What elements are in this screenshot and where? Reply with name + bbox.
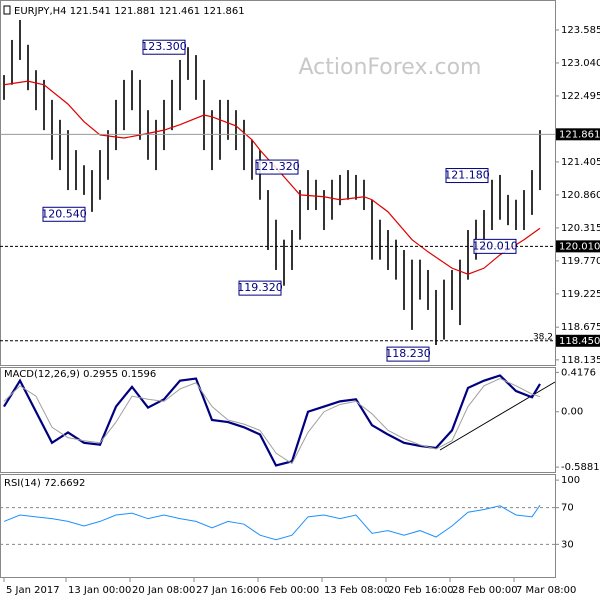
y-tick-label: 70 [561, 503, 574, 514]
y-tick-label: 120.315 [561, 223, 600, 234]
annotation-box [238, 280, 282, 296]
x-tick-label: 27 Jan 16:00 [196, 585, 259, 596]
annotation-label: 123.300 [141, 40, 187, 53]
annotation-label: 119.320 [237, 281, 283, 294]
price-level-label: 118.450 [559, 336, 600, 347]
annotation-box [142, 39, 186, 55]
watermark: ActionForex.com [299, 55, 482, 80]
annotation-label: 118.230 [385, 347, 431, 360]
price-level-label: 121.861 [559, 129, 600, 140]
y-tick-label: 0.4176 [561, 367, 596, 378]
y-tick-label: 118.675 [561, 322, 600, 333]
price-level-box [556, 240, 600, 253]
annotation-box [42, 206, 86, 222]
rsi-title: RSI(14) 72.6692 [4, 478, 85, 489]
x-tick-label: 28 Feb 00:00 [452, 585, 518, 596]
fib-label: 38.2 [533, 332, 553, 342]
y-tick-label: 123.585 [561, 25, 600, 36]
y-tick-label: 120.860 [561, 190, 600, 201]
x-tick-label: 6 Feb 00:00 [260, 585, 319, 596]
y-tick-label: 30 [561, 539, 574, 550]
y-tick-label: 123.040 [561, 58, 600, 69]
x-tick-label: 20 Feb 16:00 [388, 585, 454, 596]
indicator-line [3, 504, 541, 541]
y-tick-label: 119.225 [561, 289, 600, 300]
annotation-box [445, 168, 489, 184]
annotation-box [473, 238, 517, 254]
y-tick-label: 0.00 [561, 407, 583, 418]
annotation-label: 120.010 [472, 239, 518, 252]
symbol-icon [3, 5, 11, 15]
x-tick-label: 7 Mar 08:00 [516, 585, 576, 596]
price-panel [0, 0, 556, 366]
y-tick-label: 118.135 [561, 355, 600, 366]
trendline [439, 381, 556, 451]
price-level-box [556, 128, 600, 141]
rsi-panel [0, 474, 556, 578]
price-title: EURJPY,H4 121.541 121.881 121.461 121.86… [14, 6, 245, 17]
y-tick-label: 122.495 [561, 91, 600, 102]
y-tick-label: 100 [561, 475, 580, 486]
annotation-label: 121.320 [254, 160, 300, 173]
annotation-box [255, 159, 299, 175]
indicator-line [3, 378, 541, 465]
price-level-box [556, 334, 600, 347]
price-level-label: 120.010 [559, 241, 600, 252]
y-tick-label: -0.5881 [561, 462, 600, 473]
macd-panel [0, 367, 556, 473]
x-tick-label: 5 Jan 2017 [6, 585, 60, 596]
annotation-box [386, 346, 430, 362]
x-tick-label: 20 Jan 08:00 [132, 585, 195, 596]
y-tick-label: 119.770 [561, 256, 600, 267]
macd-title: MACD(12,26,9) 0.2955 0.1596 [4, 369, 156, 380]
x-tick-label: 13 Jan 00:00 [68, 585, 131, 596]
x-tick-label: 13 Feb 08:00 [324, 585, 390, 596]
y-tick-label: 121.405 [561, 157, 600, 168]
annotation-label: 121.180 [444, 169, 490, 182]
indicator-line [3, 374, 541, 467]
annotation-label: 120.540 [41, 207, 87, 220]
